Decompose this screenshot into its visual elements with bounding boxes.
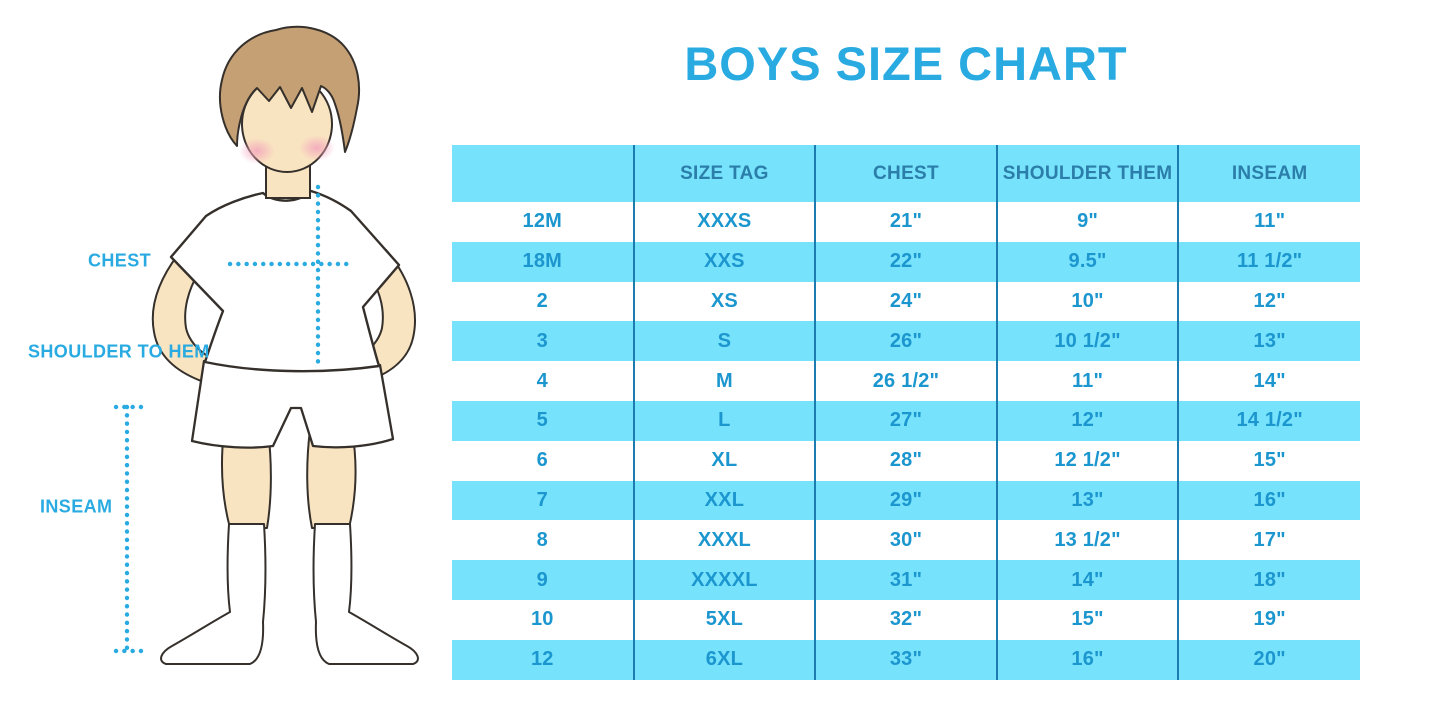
value-cell: M [632, 361, 816, 401]
table-row: 12M XXXS 21" 9" 11" [452, 202, 1360, 242]
value-cell: 32" [814, 599, 997, 640]
size-cell: 8 [452, 520, 634, 561]
value-cell: XXL [632, 480, 816, 521]
value-cell: 31" [814, 560, 997, 600]
value-cell: 11 1/2" [1177, 241, 1360, 282]
table-row: 18M XXS 22" 9.5" 11 1/2" [452, 241, 1360, 282]
value-cell: 16" [1177, 480, 1360, 521]
size-table-body: 12M XXXS 21" 9" 11" 18M XXS 22" 9.5" 11 1/2" 2 XS 24… [452, 202, 1360, 680]
value-cell: 9.5" [995, 241, 1179, 282]
size-cell: 12 [452, 639, 634, 680]
value-cell: XL [632, 440, 816, 481]
column-header: CHEST [814, 145, 997, 202]
size-cell: 4 [452, 361, 634, 401]
value-cell: XXXXL [632, 560, 816, 600]
value-cell: 21" [814, 202, 997, 242]
size-cell: 12M [452, 202, 634, 242]
measurement-guides [113, 184, 350, 654]
shoulder-to-hem-label: SHOULDER TO HEM [28, 341, 210, 362]
size-cell: 7 [452, 480, 634, 521]
value-cell: 13" [1177, 321, 1360, 362]
table-row: 10 5XL 32" 15" 19" [452, 599, 1360, 640]
value-cell: 10" [995, 281, 1179, 322]
table-row: 4 M 26 1/2" 11" 14" [452, 361, 1360, 401]
value-cell: 15" [995, 599, 1179, 640]
value-cell: 28" [814, 440, 997, 481]
value-cell: 29" [814, 480, 997, 521]
value-cell: 13" [995, 480, 1179, 521]
value-cell: 14" [1177, 361, 1360, 401]
value-cell: 14 1/2" [1177, 400, 1360, 441]
value-cell: 20" [1177, 639, 1360, 680]
value-cell: 22" [814, 241, 997, 282]
value-cell: XXS [632, 241, 816, 282]
value-cell: 15" [1177, 440, 1360, 481]
page-title: BOYS SIZE CHART [684, 37, 1128, 90]
table-row: 9 XXXXL 31" 14" 18" [452, 560, 1360, 600]
hair [218, 25, 360, 153]
table-row: 2 XS 24" 10" 12" [452, 281, 1360, 322]
value-cell: 11" [995, 361, 1179, 401]
value-cell: 26" [814, 321, 997, 362]
blush-cheeks [239, 135, 335, 164]
value-cell: 30" [814, 520, 997, 561]
value-cell: 11" [1177, 202, 1360, 242]
value-cell: 18" [1177, 560, 1360, 600]
size-table: SIZE TAG CHEST SHOULDER THEM INSEAM 12M XXXS… [452, 145, 1360, 680]
t-shirt [169, 189, 401, 373]
value-cell: XXXS [632, 202, 816, 242]
table-row: 12 6XL 33" 16" 20" [452, 639, 1360, 680]
size-cell: 18M [452, 241, 634, 282]
size-cell: 2 [452, 281, 634, 322]
value-cell: XXXL [632, 520, 816, 561]
value-cell: XS [632, 281, 816, 322]
value-cell: 16" [995, 639, 1179, 680]
shorts [190, 359, 395, 449]
size-cell: 5 [452, 400, 634, 441]
legs [221, 429, 357, 529]
boy-illustration [113, 25, 419, 665]
value-cell: 24" [814, 281, 997, 322]
value-cell: 27" [814, 400, 997, 441]
table-row: 8 XXXL 30" 13 1/2" 17" [452, 520, 1360, 561]
table-row: 7 XXL 29" 13" 16" [452, 480, 1360, 521]
value-cell: 26 1/2" [814, 361, 997, 401]
size-cell: 6 [452, 440, 634, 481]
chest-label: CHEST [88, 250, 152, 271]
table-row: 6 XL 28" 12 1/2" 15" [452, 440, 1360, 481]
size-table-header: SIZE TAG CHEST SHOULDER THEM INSEAM [452, 145, 1360, 202]
table-row: 5 L 27" 12" 14 1/2" [452, 400, 1360, 441]
value-cell: 9" [995, 202, 1179, 242]
value-cell: 13 1/2" [995, 520, 1179, 561]
value-cell: 5XL [632, 599, 816, 640]
size-table-container: SIZE TAG CHEST SHOULDER THEM INSEAM 12M XXXS… [452, 145, 1360, 680]
value-cell: L [632, 400, 816, 441]
header-row: SIZE TAG CHEST SHOULDER THEM INSEAM [452, 145, 1360, 202]
value-cell: 6XL [632, 639, 816, 680]
column-header: SIZE TAG [632, 145, 816, 202]
value-cell: 17" [1177, 520, 1360, 561]
table-row: 3 S 26" 10 1/2" 13" [452, 321, 1360, 362]
column-header: SHOULDER THEM [995, 145, 1179, 202]
value-cell: S [632, 321, 816, 362]
value-cell: 12" [1177, 281, 1360, 322]
size-cell: 3 [452, 321, 634, 362]
size-cell: 10 [452, 599, 634, 640]
value-cell: 33" [814, 639, 997, 680]
value-cell: 12 1/2" [995, 440, 1179, 481]
value-cell: 14" [995, 560, 1179, 600]
size-column-header [452, 145, 634, 202]
size-cell: 9 [452, 560, 634, 600]
column-header: INSEAM [1177, 145, 1360, 202]
socks [160, 523, 419, 665]
value-cell: 10 1/2" [995, 321, 1179, 362]
inseam-label: INSEAM [40, 496, 113, 517]
value-cell: 12" [995, 400, 1179, 441]
value-cell: 19" [1177, 599, 1360, 640]
